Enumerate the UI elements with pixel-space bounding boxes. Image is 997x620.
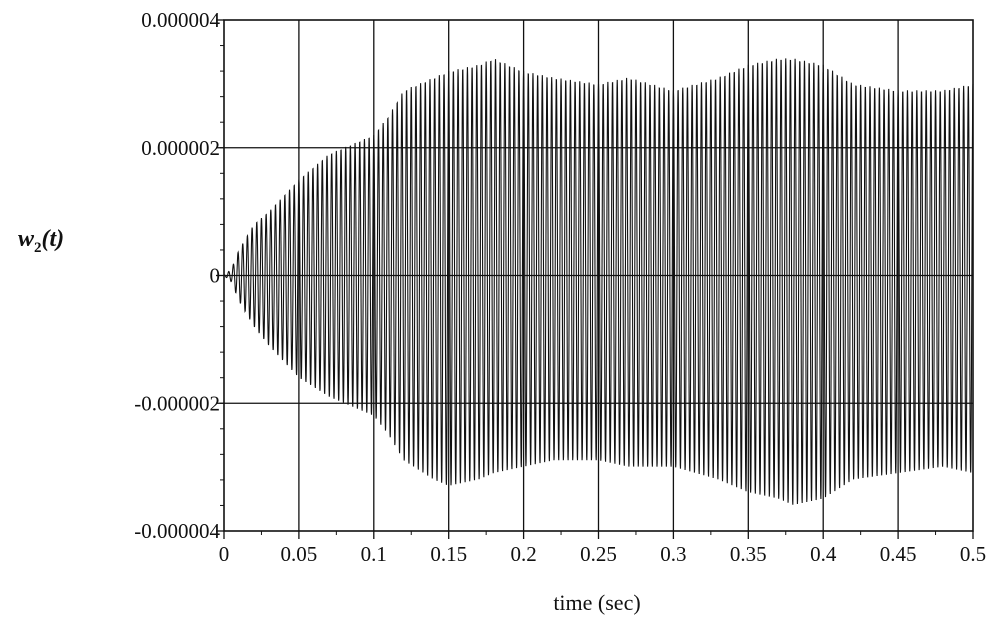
y-axis-title-subscript: 2 (34, 240, 42, 256)
y-tick-label: -0.000002 (134, 391, 220, 415)
y-tick-labels: -0.000004 -0.000002 0 0.000002 0.000004 (134, 8, 220, 543)
y-axis-title-base: w (18, 226, 35, 252)
x-tick-label: 0.5 (960, 542, 986, 566)
y-tick-label: 0 (210, 264, 221, 288)
series-w2 (223, 58, 974, 505)
plot-area (216, 19, 974, 539)
series-line (223, 58, 974, 505)
x-tick-labels: 0 0.05 0.1 0.15 0.2 0.25 0.3 0.35 0.4 0.45 0.5 (219, 542, 986, 566)
x-tick-label: 0.15 (430, 542, 467, 566)
y-tick-label: -0.000004 (134, 519, 220, 543)
x-tick-label: 0.05 (281, 542, 318, 566)
x-tick-label: 0 (219, 542, 230, 566)
y-axis-title: w2(t) (18, 226, 64, 256)
x-tick-label: 0.35 (730, 542, 767, 566)
x-tick-label: 0.2 (510, 542, 536, 566)
x-tick-label: 0.1 (361, 542, 387, 566)
y-tick-label: 0.000004 (141, 8, 220, 32)
x-tick-label: 0.3 (660, 542, 686, 566)
x-axis-title: time (sec) (553, 590, 640, 615)
axis-ticks (216, 19, 974, 539)
x-tick-label: 0.45 (880, 542, 917, 566)
y-tick-label: 0.000002 (141, 136, 220, 160)
x-tick-label: 0.4 (810, 542, 837, 566)
y-axis-title-suffix: (t) (42, 226, 65, 252)
x-tick-label: 0.25 (580, 542, 617, 566)
